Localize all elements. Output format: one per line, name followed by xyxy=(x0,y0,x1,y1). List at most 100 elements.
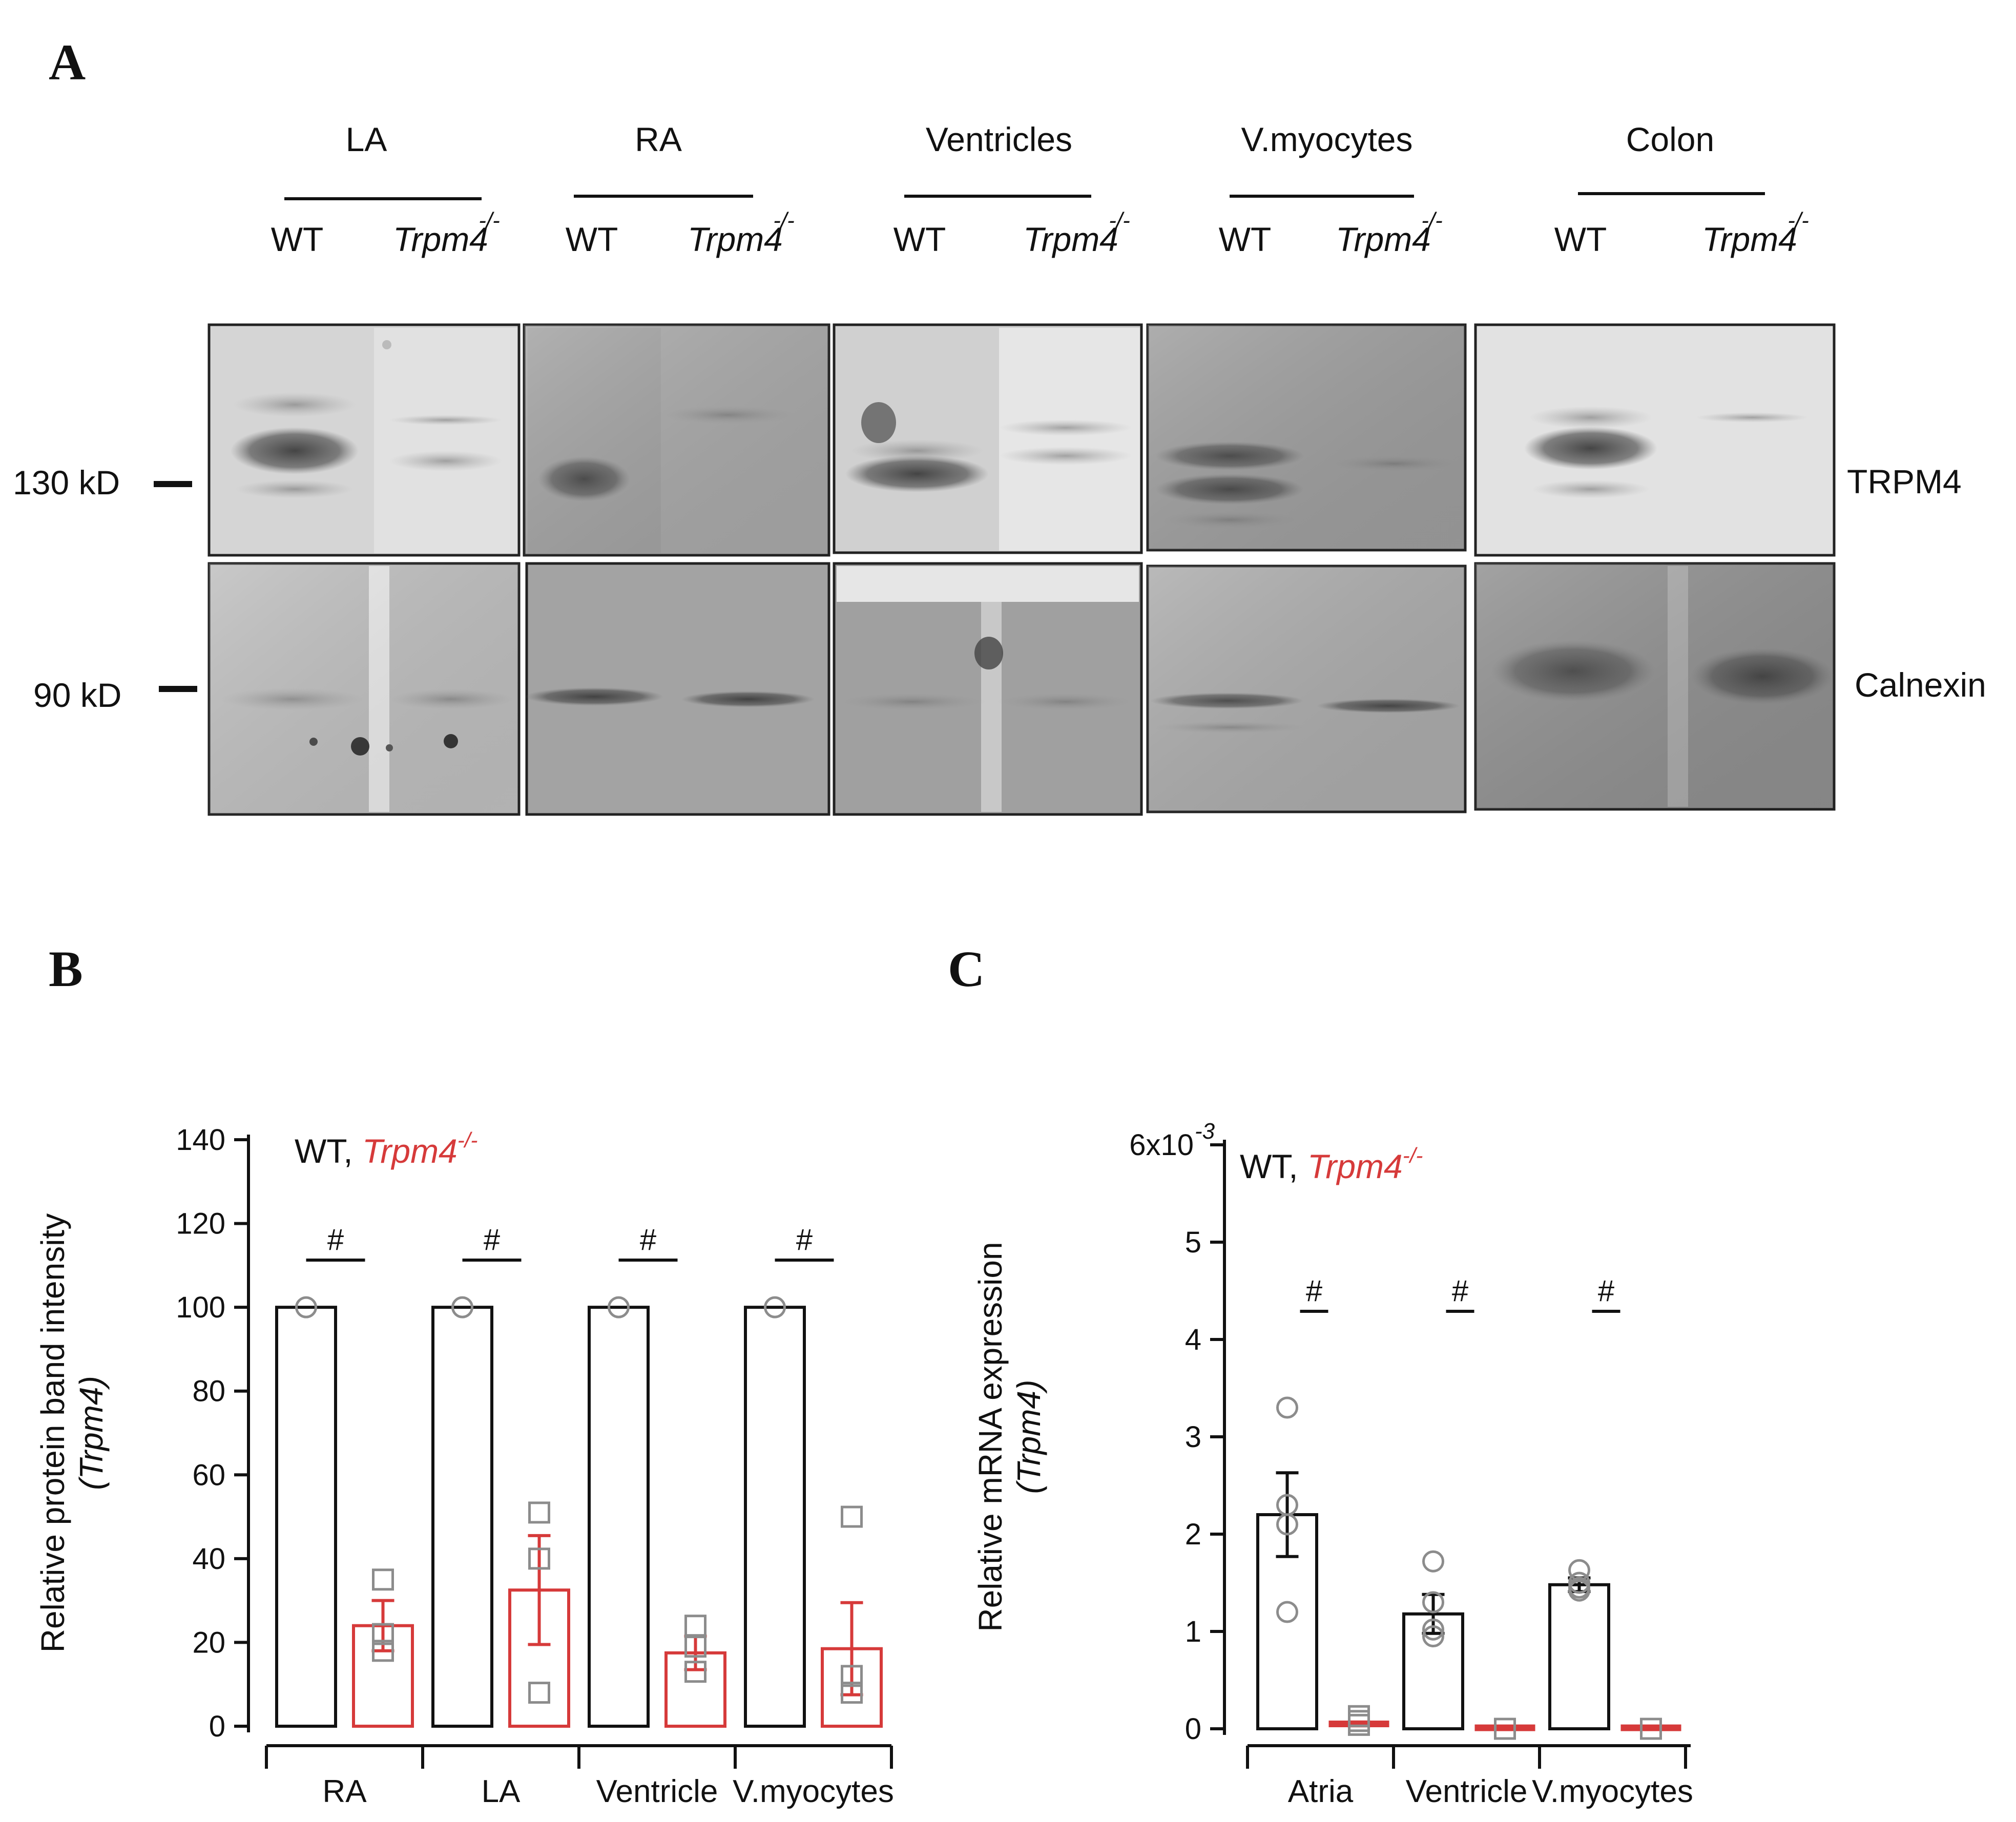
marker-130-label: 130 kD xyxy=(13,464,120,501)
y-tick-label-top: 6x10 xyxy=(1129,1128,1194,1162)
panel-c: C 0 1 2 3 4 5 6x10 -3 Relative mRNA expression (T… xyxy=(948,940,1693,1809)
bar-ko xyxy=(1622,1725,1680,1730)
ko-label: Trpm4 xyxy=(688,220,783,258)
ko-label: Trpm4 xyxy=(1702,220,1797,258)
chart-c-mrna-expression: 0 1 2 3 4 5 6x10 -3 Relative mRNA expression (Trp… xyxy=(972,1119,1693,1809)
point-ko xyxy=(530,1683,549,1703)
legend: WT, Trpm4-/- xyxy=(1240,1143,1423,1185)
y-tick-label: 120 xyxy=(176,1207,225,1241)
marker-90-label: 90 kD xyxy=(33,676,121,714)
bar-wt xyxy=(589,1307,648,1726)
legend-ko-superscript: -/- xyxy=(1403,1143,1423,1167)
blot-calnexin-vmyocytes xyxy=(1148,566,1465,812)
panel-a: A LA WT Trpm4 -/- RA WT Trpm4 -/- Ventri… xyxy=(13,34,1986,814)
wt-label: WT xyxy=(271,220,324,258)
y-tick-label: 3 xyxy=(1185,1420,1201,1454)
x-tick-label: RA xyxy=(322,1774,367,1809)
legend-wt: WT, xyxy=(295,1132,362,1170)
point-ko xyxy=(842,1507,862,1526)
blot-trpm4-la xyxy=(209,325,519,555)
ko-superscript: -/- xyxy=(1788,208,1809,233)
point-ko xyxy=(686,1616,705,1636)
y-tick-label: 1 xyxy=(1185,1615,1201,1648)
y-tick-label: 2 xyxy=(1185,1518,1201,1551)
protein-label-trpm4: TRPM4 xyxy=(1847,463,1962,500)
y-tick-label: 100 xyxy=(176,1291,225,1324)
bar-wt xyxy=(433,1307,492,1726)
bar-ko xyxy=(1475,1725,1534,1730)
protein-label-calnexin: Calnexin xyxy=(1855,666,1986,704)
y-tick-label: 80 xyxy=(192,1375,225,1408)
y-tick-label: 0 xyxy=(1185,1712,1201,1746)
x-tick-label: Ventricle xyxy=(1406,1774,1528,1809)
ko-superscript: -/- xyxy=(479,208,500,233)
wt-label: WT xyxy=(893,220,946,258)
blot-calnexin-ventricles xyxy=(834,563,1141,814)
bar-wt xyxy=(1550,1585,1609,1729)
ko-label: Trpm4 xyxy=(1336,220,1431,258)
panel-c-letter: C xyxy=(948,940,985,997)
significance-mark: # xyxy=(1598,1274,1614,1308)
x-tick-label: Ventricle xyxy=(596,1774,718,1809)
y-tick-label: 4 xyxy=(1185,1323,1201,1356)
significance-mark: # xyxy=(640,1223,656,1256)
x-tick-label: V.myocytes xyxy=(733,1774,894,1809)
bar-wt xyxy=(277,1307,336,1726)
chart-b-protein-intensity: 0 20 40 60 80 100 120 140 Relative protein band … xyxy=(34,1123,894,1809)
tissue-name: RA xyxy=(635,120,682,158)
x-tick-label: LA xyxy=(482,1774,521,1809)
blot-calnexin-ra xyxy=(525,563,829,814)
blot-calnexin-la xyxy=(209,563,519,814)
tissue-name: Ventricles xyxy=(926,120,1072,158)
significance-mark: # xyxy=(1306,1274,1322,1308)
ko-superscript: -/- xyxy=(1109,208,1130,233)
y-tick-label: 5 xyxy=(1185,1226,1201,1259)
point-ko xyxy=(373,1570,393,1589)
legend-ko-superscript: -/- xyxy=(458,1128,478,1152)
y-axis-label: Relative mRNA expression xyxy=(972,1242,1009,1631)
point-ko xyxy=(530,1503,549,1522)
tissue-header-colon: Colon WT Trpm4 -/- xyxy=(1554,120,1809,258)
point-wt xyxy=(1278,1602,1297,1622)
y-tick-exponent: -3 xyxy=(1195,1119,1215,1144)
y-tick-label: 20 xyxy=(192,1626,225,1659)
y-tick-label: 0 xyxy=(209,1710,225,1743)
blot-trpm4-vmyocytes xyxy=(1148,325,1465,550)
y-tick-label: 140 xyxy=(176,1123,225,1157)
y-axis-label-gene: (Trpm4) xyxy=(1010,1380,1047,1494)
tissue-header-ventricles: Ventricles WT Trpm4 -/- xyxy=(893,120,1130,258)
point-wt xyxy=(1424,1552,1443,1571)
tissue-header-la: LA WT Trpm4 -/- xyxy=(271,120,500,258)
y-axis-label: Relative protein band intensity xyxy=(34,1213,71,1652)
tissue-header-vmyocytes: V.myocytes WT Trpm4 -/- xyxy=(1219,120,1443,258)
x-tick-label: Atria xyxy=(1288,1774,1354,1809)
y-tick-label: 60 xyxy=(192,1458,225,1492)
ko-superscript: -/- xyxy=(773,208,795,233)
panel-a-letter: A xyxy=(49,34,86,91)
ko-label: Trpm4 xyxy=(393,220,488,258)
legend-wt: WT, xyxy=(1240,1147,1307,1185)
significance-mark: # xyxy=(484,1223,500,1256)
blot-trpm4-colon xyxy=(1475,325,1834,555)
significance-mark: # xyxy=(1452,1274,1468,1308)
blot-calnexin-colon xyxy=(1475,563,1834,809)
legend: WT, Trpm4-/- xyxy=(295,1128,477,1170)
significance-mark: # xyxy=(796,1223,813,1256)
point-wt xyxy=(1278,1398,1297,1417)
legend-ko: Trpm4 xyxy=(1307,1147,1403,1185)
panel-b-letter: B xyxy=(49,940,83,997)
y-axis-label-gene: (Trpm4) xyxy=(73,1376,110,1490)
y-tick-label: 40 xyxy=(192,1542,225,1576)
tissue-name: LA xyxy=(346,120,387,158)
wt-label: WT xyxy=(1219,220,1272,258)
wt-label: WT xyxy=(1554,220,1607,258)
significance-mark: # xyxy=(327,1223,344,1256)
bar-wt xyxy=(745,1307,804,1726)
blot-trpm4-ventricles xyxy=(834,325,1141,553)
blot-trpm4-ra xyxy=(524,325,829,555)
ko-label: Trpm4 xyxy=(1023,220,1118,258)
legend-ko: Trpm4 xyxy=(362,1132,458,1170)
ko-superscript: -/- xyxy=(1421,208,1443,233)
tissue-header-ra: RA WT Trpm4 -/- xyxy=(566,120,795,258)
wt-label: WT xyxy=(566,220,618,258)
